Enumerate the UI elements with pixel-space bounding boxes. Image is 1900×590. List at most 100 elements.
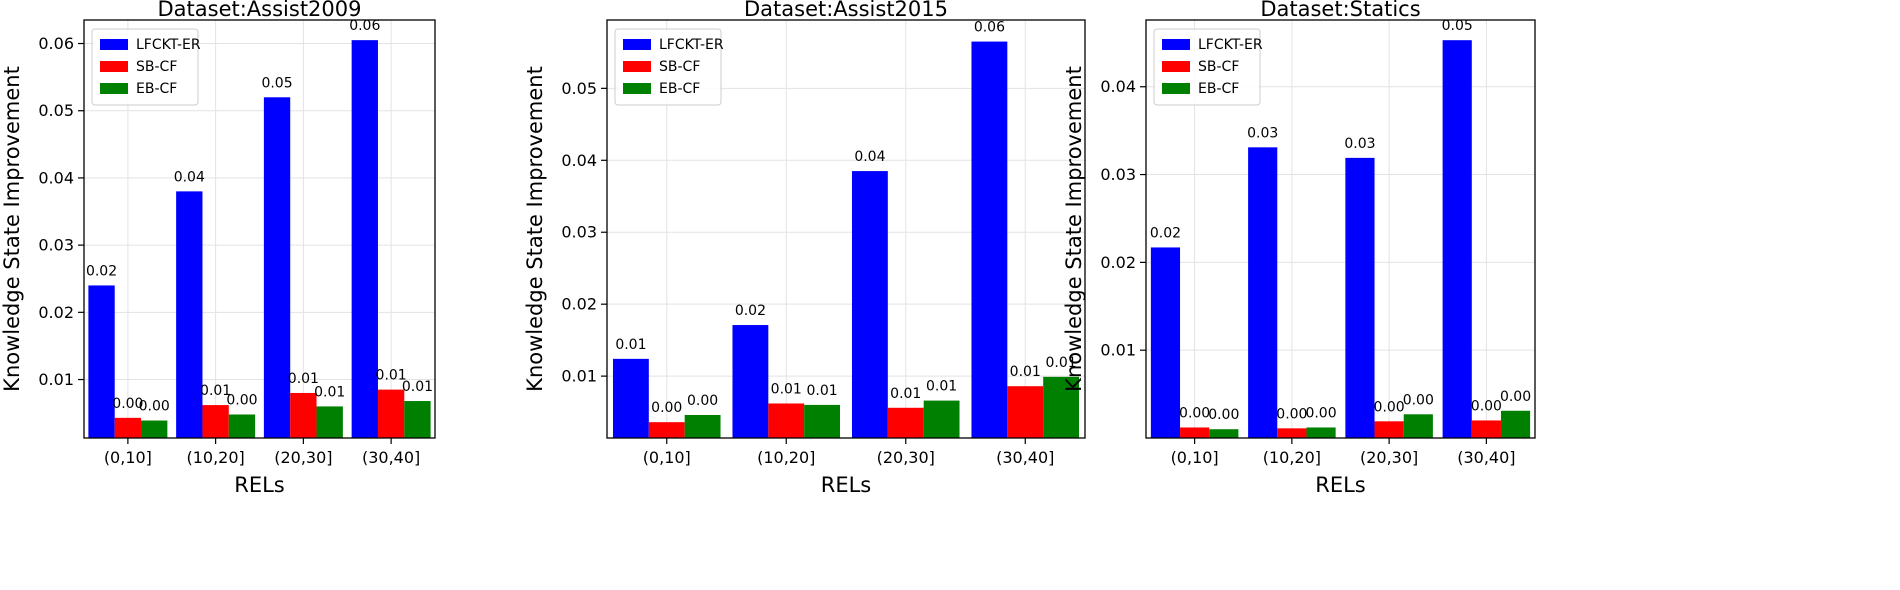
x-tick-label: (20,30] <box>1360 448 1418 467</box>
y-tick-label: 0.01 <box>38 370 74 389</box>
legend-swatch-eb-cf <box>100 83 128 94</box>
data-label: 0.00 <box>112 396 143 412</box>
legend-label: LFCKT-ER <box>1198 37 1263 53</box>
bar-sb-cf <box>114 417 142 438</box>
bar-lfckt-er <box>851 171 888 438</box>
data-label: 0.03 <box>1344 136 1375 152</box>
bar-eb-cf <box>1043 376 1080 438</box>
plot-frame <box>1145 19 1536 439</box>
data-label: 0.00 <box>651 400 682 416</box>
bar-eb-cf <box>404 401 431 438</box>
bar-eb-cf <box>1500 410 1531 438</box>
plot-frame <box>606 19 1086 439</box>
y-tick-label: 0.05 <box>561 79 597 98</box>
chart-panel-1: 0.020.040.050.060.000.010.01 0.010.00 0.00… <box>0 0 436 497</box>
y-tick-label: 0.02 <box>1100 253 1136 272</box>
bar-eb-cf <box>804 404 841 438</box>
bar-eb-cf <box>228 414 256 438</box>
data-label: 0.06 <box>974 20 1005 36</box>
y-tick-label: 0.04 <box>561 151 597 170</box>
y-tick-label: 0.02 <box>561 295 597 314</box>
y-tick-label: 0.03 <box>561 223 597 242</box>
x-tick-label: (0,10] <box>1171 448 1219 467</box>
legend-label: SB-CF <box>136 59 177 75</box>
data-label: 0.01 <box>771 381 802 397</box>
data-label: 0.04 <box>854 149 885 165</box>
data-label: 0.00 <box>1471 398 1502 414</box>
legend-label: EB-CF <box>659 81 700 97</box>
legend-swatch-lfckt-er <box>100 39 128 50</box>
y-axis-label: Knowledge State Improvement <box>523 66 547 392</box>
chart-panel-2: 0.01 0.02 0.04 0.06 0.00 0.01 0.01 0.01 0.00 0.01… <box>523 0 1086 497</box>
x-tick-label: (10,20] <box>1263 448 1321 467</box>
x-tick-label: (0,10] <box>643 448 691 467</box>
data-label: 0.00 <box>1208 407 1239 423</box>
y-tick-label: 0.06 <box>38 34 74 53</box>
data-label: 0.03 <box>1247 125 1278 141</box>
bar-lfckt-er <box>263 97 291 438</box>
data-label: 0.01 <box>288 371 319 387</box>
bar-lfckt-er <box>1345 157 1375 438</box>
x-tick-label: (0,10] <box>104 448 152 467</box>
bar-eb-cf <box>1306 427 1336 438</box>
legend-label: LFCKT-ER <box>136 37 201 53</box>
bar-sb-cf <box>648 422 685 438</box>
bar-lfckt-er <box>1442 40 1472 438</box>
bar-sb-cf <box>887 407 924 438</box>
bar-lfckt-er <box>1248 147 1278 438</box>
data-label: 0.01 <box>1010 364 1041 380</box>
data-label: 0.01 <box>615 337 646 353</box>
bar-eb-cf <box>316 406 343 438</box>
data-label: 0.02 <box>735 303 766 319</box>
bar-eb-cf <box>141 420 168 438</box>
y-tick-label: 0.05 <box>38 101 74 120</box>
bar-sb-cf <box>377 389 405 438</box>
bar-lfckt-er <box>971 41 1008 439</box>
data-label: 0.00 <box>1500 389 1531 405</box>
x-tick-label: (30,40] <box>996 448 1054 467</box>
y-tick-label: 0.04 <box>38 168 74 187</box>
legend-label: EB-CF <box>1198 81 1239 97</box>
data-label: 0.00 <box>1179 405 1210 421</box>
data-label: 0.04 <box>174 169 205 185</box>
legend: LFCKT-ER SB-CF EB-CF <box>614 28 724 106</box>
bar-lfckt-er <box>88 285 115 438</box>
bar-lfckt-er <box>351 40 378 439</box>
data-label: 0.00 <box>1374 399 1405 415</box>
legend-swatch-eb-cf <box>1162 83 1190 94</box>
bar-lfckt-er <box>176 191 203 438</box>
data-label: 0.01 <box>1046 355 1077 371</box>
legend-swatch-sb-cf <box>623 61 651 72</box>
chart-panel-3: 0.020.030.030.050.00 0.00 0.00 0.000.00 0.00… <box>1062 0 1536 497</box>
chart-title: Dataset:Assist2015 <box>744 0 948 21</box>
data-label: 0.00 <box>1305 405 1336 421</box>
data-label: 0.01 <box>314 384 345 400</box>
bar-sb-cf <box>1471 420 1501 438</box>
legend-swatch-lfckt-er <box>1162 39 1190 50</box>
x-axis-label: RELs <box>821 473 872 497</box>
data-label: 0.01 <box>807 383 838 399</box>
x-tick-label: (20,30] <box>274 448 332 467</box>
data-label: 0.00 <box>139 399 170 415</box>
bar-lfckt-er <box>1150 247 1181 438</box>
legend-label: LFCKT-ER <box>659 37 724 53</box>
bar-eb-cf <box>1209 429 1239 438</box>
data-label: 0.01 <box>402 379 433 395</box>
data-label: 0.06 <box>349 18 380 34</box>
plot-frame <box>83 19 436 439</box>
y-axis-label: Knowledge State Improvement <box>1062 66 1086 392</box>
data-label: 0.01 <box>890 386 921 402</box>
x-axis-label: RELs <box>234 473 285 497</box>
bar-sb-cf <box>1007 386 1044 438</box>
data-label: 0.00 <box>1276 406 1307 422</box>
bar-sb-cf <box>290 392 317 438</box>
data-label: 0.05 <box>1442 18 1473 34</box>
x-tick-label: (10,20] <box>186 448 244 467</box>
y-tick-label: 0.02 <box>38 303 74 322</box>
x-axis-label: RELs <box>1315 473 1366 497</box>
chart-title: Dataset:Assist2009 <box>157 0 361 21</box>
data-label: 0.01 <box>200 383 231 399</box>
y-tick-label: 0.01 <box>1100 341 1136 360</box>
data-label: 0.02 <box>86 263 117 279</box>
